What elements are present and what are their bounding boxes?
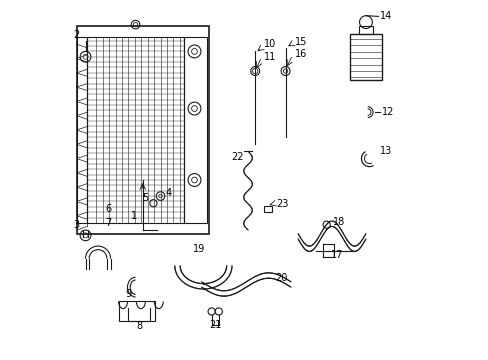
Text: 2: 2: [73, 30, 80, 40]
Text: 20: 20: [274, 273, 286, 283]
Text: 14: 14: [380, 12, 392, 21]
Text: 12: 12: [381, 107, 394, 117]
Text: 21: 21: [208, 320, 221, 330]
Bar: [77, 37, 87, 223]
Text: 19: 19: [193, 244, 205, 253]
Text: 18: 18: [332, 217, 345, 227]
Text: 17: 17: [330, 250, 343, 260]
Bar: [349, 33, 381, 80]
Text: 15: 15: [294, 37, 306, 48]
Text: 11: 11: [264, 52, 276, 62]
Text: 5: 5: [142, 193, 148, 203]
Text: 1: 1: [131, 211, 137, 221]
Bar: [119, 301, 155, 321]
Bar: [87, 37, 183, 223]
Text: 10: 10: [264, 39, 276, 49]
Text: 9: 9: [125, 289, 131, 299]
Text: 8: 8: [136, 321, 142, 332]
Text: 22: 22: [231, 152, 244, 162]
Text: 3: 3: [73, 220, 79, 230]
Text: 6: 6: [105, 203, 112, 213]
Text: 23: 23: [276, 199, 288, 209]
Text: 13: 13: [379, 146, 391, 156]
Bar: [77, 26, 208, 234]
Bar: [264, 206, 271, 212]
Text: 4: 4: [165, 188, 171, 198]
Text: 7: 7: [105, 218, 112, 228]
Bar: [358, 26, 372, 34]
Bar: [183, 37, 206, 223]
Text: 16: 16: [294, 49, 306, 59]
